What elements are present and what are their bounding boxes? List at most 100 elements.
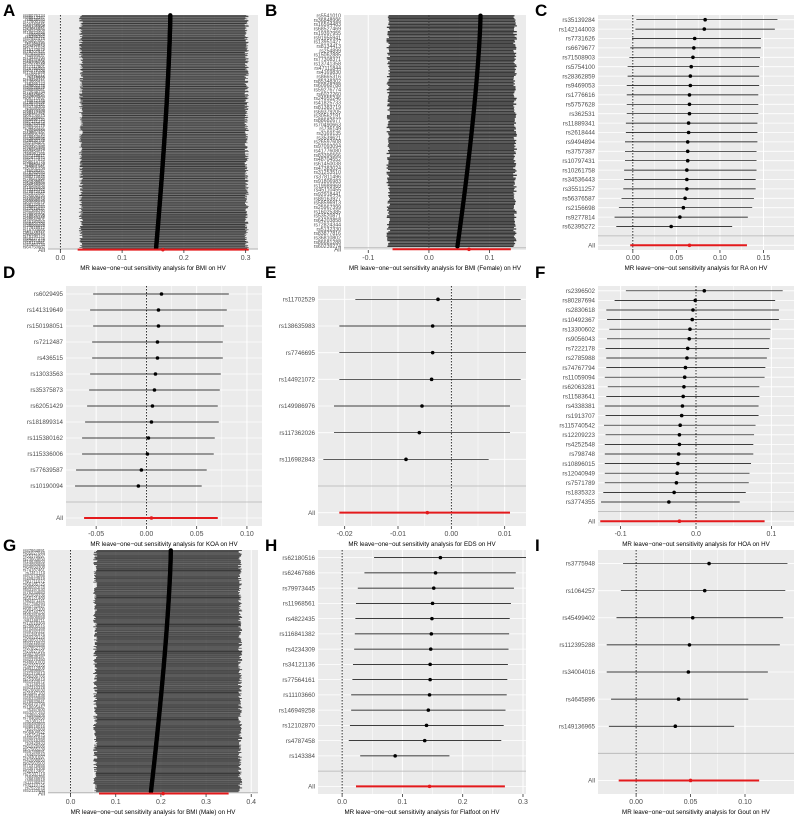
snp-label: rs36066859 [23,223,46,228]
snp-label: rs47215817 [23,153,46,158]
snp-label: rs58227276 [23,236,46,241]
snp-label: rs66404706 [23,221,46,226]
snp-label: rs91806983 [314,179,342,185]
snp-label: rs96286766 [23,674,46,679]
snp-point [682,375,687,379]
snp-point [688,74,693,78]
snp-label: rs10797431 [562,158,595,165]
snp-label: rs80329128 [23,635,46,640]
snp-label: rs11968561 [283,601,316,608]
snp-label: rs67359567 [23,115,46,120]
snp-label: rs83877816 [314,231,342,237]
x-tick-label: 0.0 [337,799,347,806]
forest-plot-A: rs88076234rs86613387rs8838040rs77500192r… [23,13,258,272]
snp-label: rs59373109 [23,108,46,113]
snp-point [431,586,436,590]
panel-G: G rs87864891 rs85027044 rs55376697 rs236638… [0,535,262,816]
snp-label: rs96689081 [23,87,46,92]
snp-label: rs39420331 [23,125,46,130]
snp-label: rs65896720 [23,117,46,122]
snp-point [678,215,682,219]
snp-label: rs69379205 [314,109,342,115]
snp-point [422,738,427,743]
snp-label: rs11583641 [563,394,596,401]
snp-label: rs10190094 [30,483,63,490]
snp-label: rs72538734 [23,89,46,94]
snp-point [681,394,685,399]
x-axis-title: MR leave−one−out sensitivity analysis fo… [71,809,237,816]
snp-label: rs57565239 [23,746,46,751]
snp-label: rs34121136 [283,662,316,669]
snp-point [707,561,711,566]
snp-label: rs22827391 [23,649,46,654]
snp-point [683,196,687,201]
snp-point [429,632,434,636]
snp-label: rs31253510 [314,170,342,176]
snp-label: rs85467554 [23,142,46,147]
overall-point [677,519,682,523]
snp-label: rs43736304 [23,104,46,109]
x-axis-title: MR leave−one−out sensitivity analysis fo… [348,541,496,548]
snp-label: rs25609220 [23,193,46,198]
overall-point [149,516,154,520]
snp-label: rs36810802 [314,235,342,241]
x-tick-label: 0.1 [117,255,127,262]
snp-label: rs60136998 [23,23,46,28]
snp-label: rs736149 [319,127,341,133]
snp-label: rs61450038 [314,162,342,168]
snp-label: rs18631095 [23,212,46,217]
snp-label: rs41374614 [23,671,46,676]
snp-label: rs88097878 [23,584,46,589]
snp-label: rs64203858 [314,218,342,224]
snp-label: rs91711072 [23,579,45,584]
snp-label: rs13300602 [562,326,595,333]
snp-label: rs2894984 [25,127,45,132]
snp-label: rs11702529 [283,297,316,304]
overall-point [427,784,432,789]
snp-label: rs73665470 [23,79,46,84]
snp-label: rs12040949 [562,470,595,477]
snp-label: rs89163927 [314,196,342,202]
snp-label: rs75972415 [23,189,46,194]
x-tick-label: 0.1 [111,799,121,806]
snp-label: rs80287694 [562,298,595,305]
snp-label: rs49706095 [23,60,46,65]
snp-label: rs2156698 [566,205,596,212]
snp-label: rs9277814 [566,214,596,221]
x-axis-title: MR leave−one−out sensitivity analysis fo… [625,265,769,272]
x-tick-label: 0.01 [498,531,512,538]
panel-letter: F [535,263,546,282]
snp-label: rs62951929 [23,238,46,243]
x-tick-label: 0.05 [190,531,204,538]
snp-label: rs11889341 [563,120,596,127]
snp-point [150,404,155,408]
snp-label: rs20231442 [23,57,46,62]
snp-label: rs82877970 [23,155,46,160]
snp-label: rs5541010 [316,14,341,20]
snp-label: rs116841382 [279,631,315,638]
snp-point [417,430,422,435]
snp-label: rs1381211 [26,718,46,723]
snp-label: rs1064257 [566,588,596,595]
snp-label: rs88076234 [23,13,46,18]
x-tick-label: -0.1 [362,255,374,262]
snp-label: rs23663850 [23,556,46,561]
snp-label: rs19849498 [23,100,46,105]
snp-label: rs9991512 [25,72,45,77]
snp-label: rs87121373 [23,119,46,124]
x-tick-label: 0.1 [485,255,495,262]
snp-point [420,404,424,408]
snp-label: rs26854359 [23,147,46,152]
snp-label: rs91536651 [23,178,46,183]
snp-label: rs5242669 [25,727,45,732]
snp-label: rs1148225 [26,682,46,687]
snp-label: rs5757628 [566,101,596,108]
overall-point [425,510,430,515]
panel-letter: G [3,536,17,555]
snp-point [673,724,678,729]
snp-label: rs13741358 [314,61,342,67]
snp-label: rs115740542 [559,422,595,429]
snp-label: rs4812345 [25,98,45,103]
snp-label: rs76933641 [23,699,46,704]
snp-label: rs660609 [28,32,46,37]
